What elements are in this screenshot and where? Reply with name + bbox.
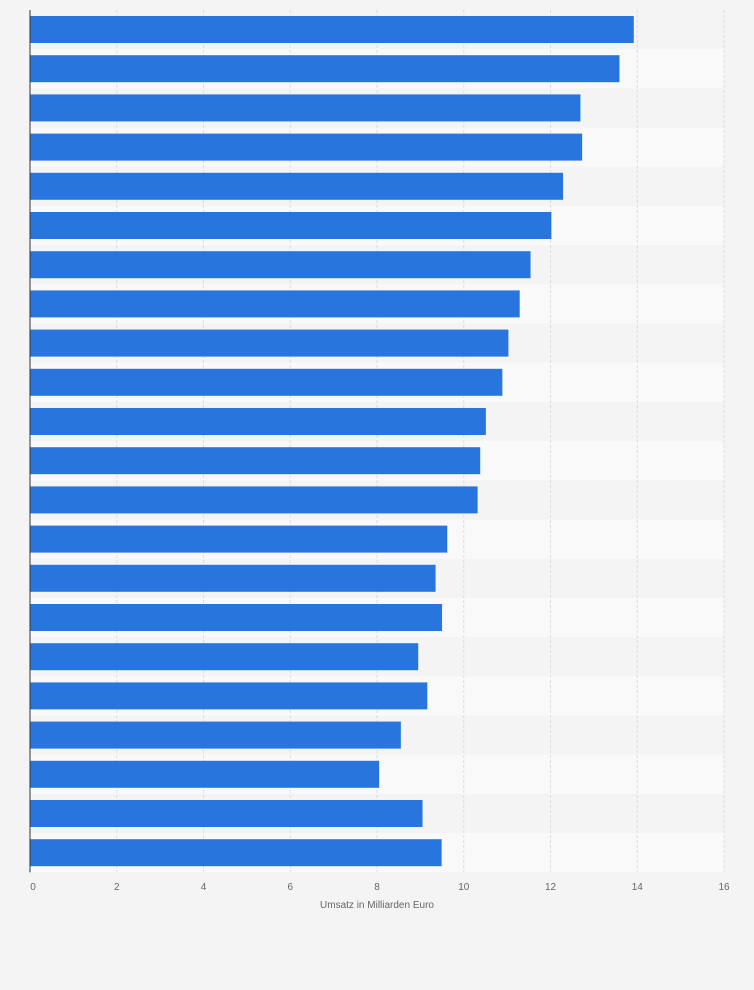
gridlines bbox=[116, 10, 725, 873]
x-tick-label: 8 bbox=[374, 882, 380, 893]
bar bbox=[30, 604, 443, 631]
bar bbox=[30, 486, 478, 514]
bar bbox=[30, 525, 448, 553]
bar bbox=[30, 682, 428, 710]
bar bbox=[30, 564, 436, 592]
x-axis-title: Umsatz in Milliarden Euro bbox=[320, 900, 434, 911]
bar bbox=[30, 16, 634, 43]
x-axis-ticks: 0 2 4 6 8 10 12 14 16 bbox=[30, 882, 730, 893]
bar bbox=[30, 55, 620, 83]
bar bbox=[30, 408, 486, 435]
x-tick-label: 14 bbox=[632, 882, 644, 893]
bar bbox=[30, 721, 401, 749]
bar bbox=[30, 94, 581, 122]
bar bbox=[30, 133, 583, 161]
bar bbox=[30, 172, 564, 200]
bar bbox=[30, 839, 442, 867]
bar bbox=[30, 251, 531, 279]
bars bbox=[30, 16, 634, 867]
x-tick-label: 2 bbox=[114, 882, 120, 893]
bar bbox=[30, 447, 481, 475]
bar bbox=[30, 800, 423, 827]
bar bbox=[30, 368, 503, 396]
bar bbox=[30, 212, 552, 239]
x-tick-label: 16 bbox=[718, 882, 730, 893]
bar bbox=[30, 329, 509, 357]
x-tick-label: 0 bbox=[30, 882, 36, 893]
bar bbox=[30, 290, 520, 318]
x-tick-label: 12 bbox=[545, 882, 557, 893]
bar bbox=[30, 643, 419, 671]
x-tick-label: 6 bbox=[287, 882, 293, 893]
bar bbox=[30, 760, 380, 788]
x-tick-label: 10 bbox=[458, 882, 470, 893]
x-tick-label: 4 bbox=[201, 882, 207, 893]
